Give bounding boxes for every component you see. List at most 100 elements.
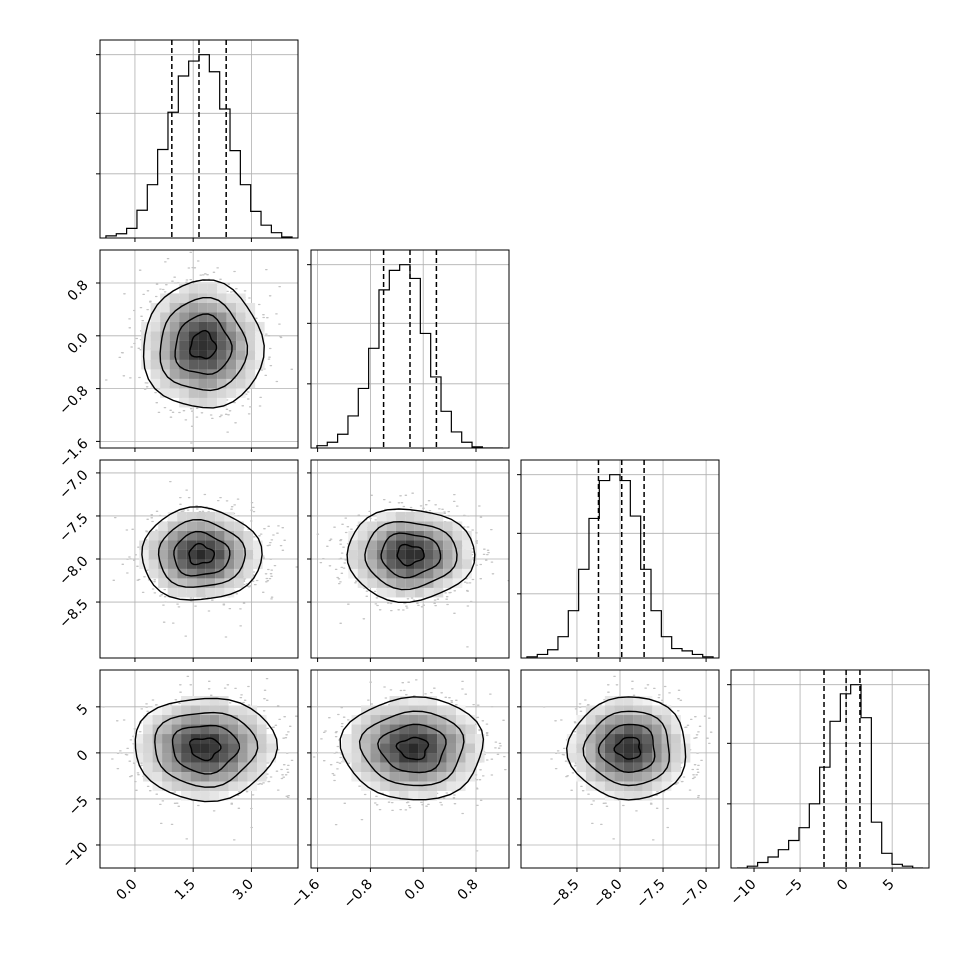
density-cell (243, 559, 254, 569)
y-tick-label: 0.8 (65, 277, 92, 304)
density-cell (652, 762, 662, 773)
density-cell (405, 578, 415, 588)
density-cell (376, 559, 387, 569)
density-cell (380, 705, 390, 716)
density-cell (652, 705, 662, 716)
density-cell (186, 578, 197, 588)
density-cell (179, 312, 189, 322)
density-cell (226, 350, 237, 360)
density-cell (424, 559, 434, 569)
scatter-3-1-frame (310, 669, 510, 869)
density-cell (226, 302, 237, 313)
density-cell (633, 781, 643, 792)
density-cell (200, 705, 210, 716)
histogram-panel-3 (727, 669, 930, 872)
density-cell (179, 359, 189, 370)
density-cell (234, 559, 244, 569)
contour-level-1 (154, 711, 259, 788)
y-tick-label: −7.5 (56, 510, 91, 545)
density-cell (188, 331, 199, 341)
density-cell (190, 715, 201, 725)
density-cell (217, 293, 227, 303)
y-tick-label: −5 (66, 793, 92, 819)
density-cell (160, 293, 170, 303)
density-cell (141, 331, 151, 341)
density-cell (427, 753, 438, 763)
density-cell (623, 791, 634, 801)
density-cell (456, 724, 466, 735)
density-cell (169, 350, 180, 360)
density-cell (380, 734, 390, 744)
density-cell (200, 772, 210, 782)
density-cell (167, 549, 178, 560)
density-cell (424, 511, 434, 522)
density-cell (465, 715, 476, 725)
density-cell (446, 705, 457, 716)
density-cell (257, 753, 267, 763)
density-cell (633, 705, 643, 716)
density-cell (171, 743, 182, 754)
density-cell (236, 331, 246, 341)
contour-level-0 (141, 506, 263, 601)
density-cell (181, 772, 191, 782)
density-cell (215, 559, 225, 569)
density-cell (148, 549, 159, 560)
density-cell (181, 753, 191, 763)
density-cell (456, 772, 466, 782)
density-cell (376, 540, 387, 550)
density-cell (209, 762, 220, 773)
x-tick-label: 0 (834, 876, 852, 894)
density-cell (652, 734, 662, 744)
density-cell (633, 743, 643, 754)
density-cell (642, 696, 653, 706)
contour-level-0 (142, 279, 265, 409)
density-cell (234, 521, 244, 531)
density-cell (143, 724, 153, 735)
density-cell (671, 762, 681, 773)
histogram-panel-2 (517, 459, 720, 662)
density-cell (219, 781, 229, 792)
density-cell (245, 350, 256, 360)
density-cell (370, 781, 381, 792)
density-cell (399, 724, 409, 735)
density-cell (399, 734, 409, 744)
density-cell (196, 587, 206, 598)
density-cell (576, 724, 586, 735)
density-cell (190, 705, 201, 716)
density-cell (370, 753, 381, 763)
density-cell (255, 331, 265, 341)
density-cell (200, 781, 210, 792)
histogram-step-2 (526, 474, 714, 658)
density-cell (167, 587, 178, 598)
density-cell (186, 549, 197, 560)
density-cell (414, 521, 425, 531)
density-cell (177, 530, 187, 541)
density-cell (357, 540, 368, 550)
density-cell (418, 772, 428, 782)
density-cell (169, 340, 180, 351)
density-cell (209, 791, 220, 801)
density-cell (160, 340, 170, 351)
density-cell (642, 753, 653, 763)
density-cell (367, 559, 377, 569)
density-cell (257, 734, 267, 744)
density-cell (642, 743, 653, 754)
density-cell (456, 753, 466, 763)
density-cell (623, 743, 634, 754)
contour-level-1 (364, 520, 458, 591)
density-cell (414, 540, 425, 550)
density-cell (456, 781, 466, 792)
density-cell (437, 772, 447, 782)
density-cell (238, 705, 248, 716)
density-cell (150, 340, 161, 351)
density-cell (148, 568, 159, 579)
density-cell (623, 705, 634, 716)
density-cell (219, 715, 229, 725)
density-cell (207, 388, 218, 398)
density-cell (405, 530, 415, 541)
density-cell (226, 369, 237, 379)
density-cell (614, 734, 624, 744)
density-cell (160, 350, 170, 360)
density-cell (219, 753, 229, 763)
density-cell (150, 378, 161, 389)
